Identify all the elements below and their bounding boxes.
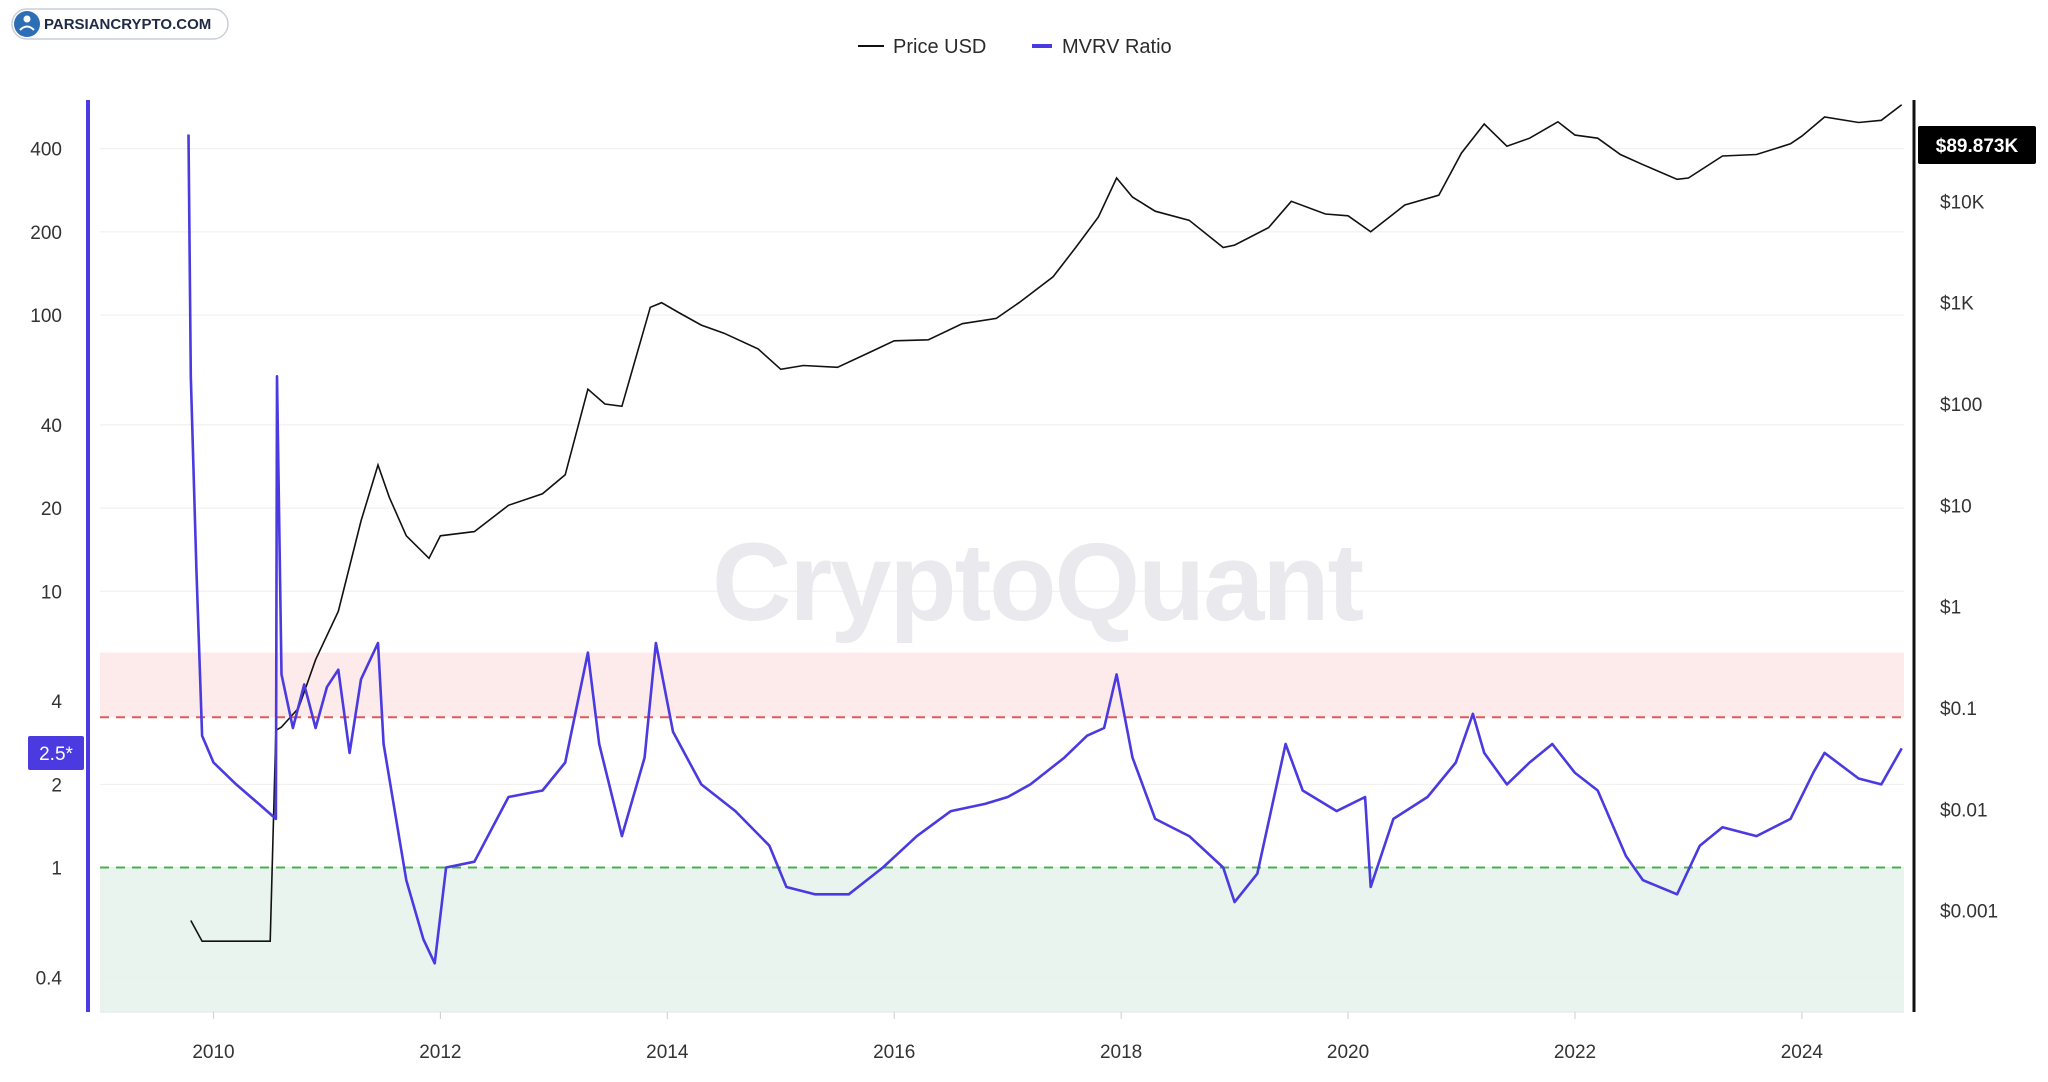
left-axis-ticks: 400 200 100 40 20 10 4 2 1 0.4 bbox=[30, 140, 62, 990]
left-tick-label: 1 bbox=[51, 859, 62, 880]
price-usd-series-line bbox=[190, 104, 1903, 943]
right-tick-label: $0.001 bbox=[1940, 902, 1998, 923]
x-tick-label: 2018 bbox=[1100, 1042, 1142, 1063]
brand-badge[interactable]: PARSIANCRYPTO.COM bbox=[11, 8, 229, 40]
right-tick-label: $0.1 bbox=[1940, 699, 1977, 720]
x-tick-label: 2020 bbox=[1327, 1042, 1369, 1063]
left-axis-marker-badge: 2.5* bbox=[28, 736, 84, 770]
right-tick-label: $10K bbox=[1940, 192, 1985, 213]
legend-item-price[interactable]: Price USD bbox=[858, 36, 986, 58]
left-tick-label: 2 bbox=[51, 775, 62, 796]
legend: Price USD MVRV Ratio bbox=[858, 36, 1172, 58]
x-tick-label: 2024 bbox=[1781, 1042, 1824, 1063]
left-tick-label: 400 bbox=[30, 140, 62, 161]
x-tick-label: 2016 bbox=[873, 1042, 915, 1063]
legend-label-mvrv: MVRV Ratio bbox=[1062, 36, 1172, 58]
left-tick-label: 200 bbox=[30, 223, 62, 244]
left-tick-label: 0.4 bbox=[36, 968, 63, 989]
left-tick-label: 20 bbox=[41, 499, 62, 520]
left-tick-label: 4 bbox=[51, 692, 62, 713]
mvrv-ratio-series-line bbox=[187, 134, 1903, 965]
left-tick-label: 100 bbox=[30, 306, 62, 327]
x-tick-label: 2014 bbox=[646, 1042, 689, 1063]
overvalued-band bbox=[100, 652, 1904, 718]
right-axis-ticks: $10K $1K $100 $10 $1 $0.1 $0.01 $0.001 bbox=[1940, 192, 1998, 922]
current-price-badge: $89.873K bbox=[1918, 126, 2036, 164]
right-tick-label: $10 bbox=[1940, 496, 1972, 517]
legend-item-mvrv[interactable]: MVRV Ratio bbox=[1032, 36, 1172, 58]
cryptoquant-watermark: CryptoQuant bbox=[712, 521, 1364, 644]
current-price-label: $89.873K bbox=[1936, 136, 2019, 157]
legend-label-price: Price USD bbox=[893, 36, 986, 58]
x-tick-label: 2012 bbox=[419, 1042, 461, 1063]
right-tick-label: $100 bbox=[1940, 395, 1982, 416]
x-tick-label: 2010 bbox=[192, 1042, 234, 1063]
brand-logo-icon bbox=[14, 11, 40, 37]
left-tick-label: 10 bbox=[41, 582, 62, 603]
left-axis-marker-label: 2.5* bbox=[39, 744, 73, 765]
x-tick-label: 2022 bbox=[1554, 1042, 1596, 1063]
x-axis-ticks: 2010 2012 2014 2016 2018 2020 2022 2024 bbox=[192, 1012, 1823, 1063]
right-tick-label: $0.01 bbox=[1940, 800, 1988, 821]
right-tick-label: $1K bbox=[1940, 294, 1974, 315]
brand-name: PARSIANCRYPTO.COM bbox=[44, 16, 211, 33]
undervalued-band bbox=[100, 867, 1904, 1012]
left-tick-label: 40 bbox=[41, 416, 62, 437]
right-tick-label: $1 bbox=[1940, 598, 1961, 619]
